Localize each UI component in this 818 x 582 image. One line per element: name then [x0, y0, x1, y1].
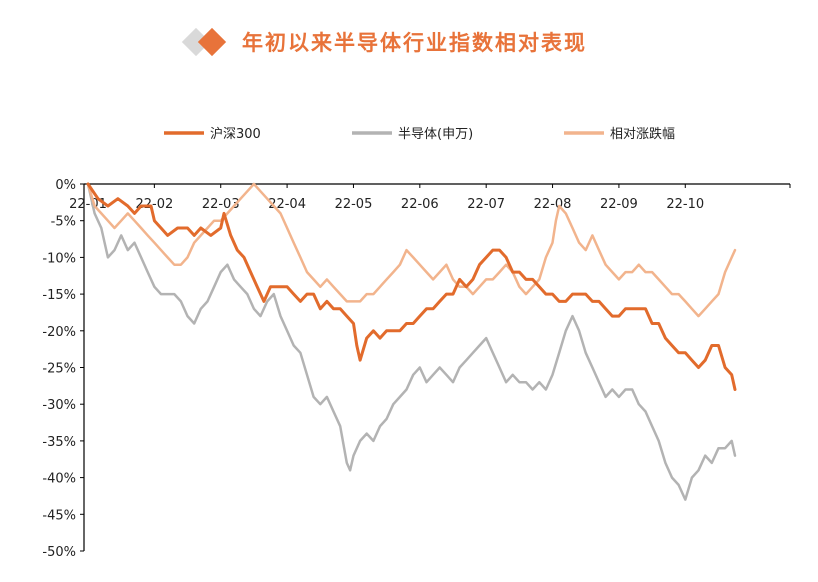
x-tick-label: 22-05 — [335, 197, 373, 212]
series-lines — [86, 182, 737, 501]
y-tick-label: -15% — [42, 288, 76, 303]
x-tick-label: 22-03 — [202, 197, 240, 212]
legend-label-0: 沪深300 — [210, 126, 261, 142]
x-tick-label: 22-04 — [268, 197, 306, 212]
x-tick-label: 22-08 — [534, 197, 572, 212]
x-tick-label: 22-10 — [666, 197, 704, 212]
y-tick-label: -25% — [42, 362, 76, 377]
series-line-1 — [86, 182, 737, 501]
y-tick-label: -20% — [42, 325, 76, 340]
y-tick-label: -40% — [42, 472, 76, 487]
series-line-0 — [86, 182, 737, 391]
x-tick-label: 22-09 — [600, 197, 638, 212]
legend-label-2: 相对涨跌幅 — [610, 126, 675, 142]
y-tick-label: -50% — [42, 545, 76, 560]
y-tick-label: -30% — [42, 398, 76, 413]
y-tick-label: -5% — [51, 215, 76, 230]
chart-title: 年初以来半导体行业指数相对表现 — [242, 30, 587, 55]
axes: 0% -5% -10% -15% -20% -25% -30% -35% -40% -45% -50… — [42, 178, 791, 560]
x-tick-label: 22-02 — [135, 197, 173, 212]
series-line-2 — [86, 182, 737, 318]
y-tick-label: -10% — [42, 251, 76, 266]
legend-label-1: 半导体(申万) — [398, 127, 473, 142]
legend: 沪深300 半导体(申万) 相对涨跌幅 — [164, 126, 675, 142]
title-row: 年初以来半导体行业指数相对表现 — [181, 22, 587, 62]
x-tick-label: 22-07 — [467, 197, 505, 212]
x-tick-label: 22-06 — [401, 197, 439, 212]
y-tick-label: 0% — [55, 178, 76, 193]
y-tick-label: -35% — [42, 435, 76, 450]
y-tick-label: -45% — [42, 508, 76, 523]
